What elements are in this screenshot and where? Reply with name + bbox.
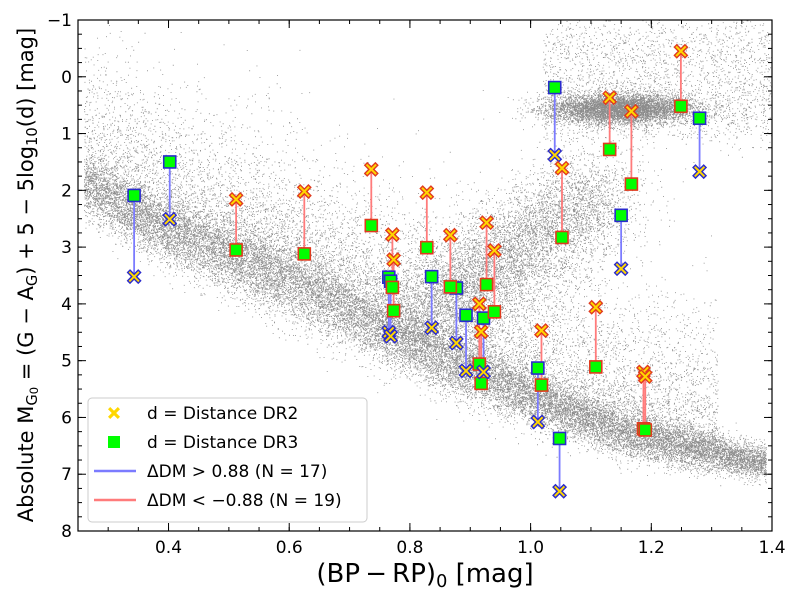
red-dr3-square-marker: [474, 376, 488, 391]
blue-dr2-x-marker: [530, 414, 546, 430]
red-dr3-square-marker: [602, 142, 617, 157]
blue-dr2-x-marker: [613, 261, 629, 277]
y-tick-label: 4: [61, 295, 72, 315]
blue-dr2-x-marker: [448, 335, 464, 351]
blue-dr2-x-marker: [552, 483, 568, 499]
blue-dr3-square-marker: [424, 269, 439, 284]
red-dr3-square-marker: [588, 360, 603, 374]
dr2-markers: [126, 43, 708, 499]
blue-dr3-square-marker: [692, 111, 707, 126]
x-tick-label: 0.6: [276, 538, 303, 558]
blue-dr3-square-marker: [459, 308, 473, 323]
tick-labels: 0.4 0.6 0.8 1.0 1.2 1.4 −1 0 1 2 3 4 5 6 7 8: [47, 11, 786, 558]
blue-dr2-x-marker: [692, 164, 708, 180]
red-dr2-x-marker: [363, 161, 379, 177]
blue-dr3-square-marker: [547, 80, 562, 95]
x-axis-title: (BP − RP)0 [mag]: [316, 559, 533, 592]
blue-dr3-square-marker: [552, 431, 567, 446]
x-tick-label: 1.2: [638, 538, 665, 558]
dr3-markers: [127, 80, 707, 446]
red-dr3-square-marker: [479, 277, 494, 292]
legend-box: [87, 397, 368, 523]
red-dr2-x-marker: [386, 252, 402, 268]
x-tick-label: 1.0: [517, 538, 544, 558]
red-dr2-x-marker: [228, 191, 244, 207]
legend-label: d = Distance DR2: [147, 404, 298, 424]
x-tick-label: 0.8: [396, 538, 423, 558]
y-axis-title: Absolute MG0 = (G − AG) + 5 − 5log10(d) …: [14, 28, 41, 522]
y-tick-label: −1: [47, 11, 72, 31]
y-tick-label: 1: [61, 125, 72, 145]
y-tick-label: 7: [61, 465, 72, 485]
red-dr2-x-marker: [471, 296, 487, 312]
red-dr2-x-marker: [554, 160, 570, 176]
legend-x-swatch: [108, 407, 120, 419]
red-dr3-square-marker: [420, 240, 434, 255]
red-dr3-square-marker: [555, 230, 569, 245]
red-dr2-x-marker: [442, 227, 458, 243]
red-dr3-square-marker: [364, 218, 379, 233]
background-stars: [84, 20, 772, 487]
background-star-cloud: [84, 20, 772, 487]
legend-label: d = Distance DR3: [147, 433, 298, 453]
red-dr2-x-marker: [384, 227, 400, 243]
legend-label: ΔDM < −0.88 (N = 19): [147, 491, 342, 511]
blue-dr3-square-marker: [614, 208, 628, 223]
red-dr3-square-marker: [624, 177, 639, 191]
blue-dr2-x-marker: [424, 320, 440, 336]
red-dr3-square-marker: [638, 423, 653, 437]
y-tick-label: 3: [61, 238, 72, 258]
red-dr3-square-marker: [385, 280, 400, 295]
x-tick-label: 0.4: [155, 538, 182, 558]
y-tick-label: 6: [61, 408, 72, 428]
red-dr2-x-marker: [473, 324, 489, 340]
red-dr3-square-marker: [534, 378, 549, 392]
legend: d = Distance DR2 d = Distance DR3 ΔDM > 0.…: [87, 397, 368, 523]
red-dr2-x-marker: [673, 43, 689, 59]
legend-label: ΔDM > 0.88 (N = 17): [147, 462, 327, 482]
legend-square-swatch: [108, 436, 120, 448]
blue-dr2-x-marker: [458, 363, 474, 379]
y-tick-label: 8: [61, 522, 72, 542]
red-dr2-x-marker: [623, 103, 639, 119]
blue-dr3-square-marker: [531, 361, 545, 375]
y-tick-label: 2: [61, 181, 72, 201]
red-dr2-x-marker: [296, 183, 312, 199]
red-dr2-x-marker: [419, 185, 435, 201]
red-dr3-square-marker: [297, 247, 312, 261]
red-dr3-square-marker: [229, 243, 243, 257]
blue-dr3-square-marker: [127, 188, 141, 203]
red-dr2-x-marker: [479, 215, 495, 231]
y-tick-label: 0: [61, 68, 72, 88]
blue-dr2-x-marker: [126, 269, 142, 285]
red-dr2-x-marker: [602, 90, 618, 106]
red-dr3-square-marker: [487, 305, 502, 319]
y-tick-label: 5: [61, 352, 72, 372]
red-dr2-x-marker: [637, 369, 653, 385]
x-tick-label: 1.4: [758, 538, 785, 558]
red-dr2-x-marker: [486, 243, 502, 259]
blue-dr2-x-marker: [162, 211, 178, 227]
blue-dr2-x-marker: [476, 364, 492, 380]
red-dr2-x-marker: [533, 323, 549, 339]
red-dr2-x-marker: [588, 299, 604, 315]
red-dr3-square-marker: [386, 303, 401, 318]
blue-dr2-x-marker: [383, 328, 399, 344]
red-dr3-square-marker: [443, 280, 458, 294]
red-dr3-square-marker: [674, 99, 688, 114]
axis-ticks: [77, 19, 773, 532]
blue-dr2-x-marker: [547, 147, 563, 163]
blue-dr3-square-marker: [162, 155, 177, 169]
